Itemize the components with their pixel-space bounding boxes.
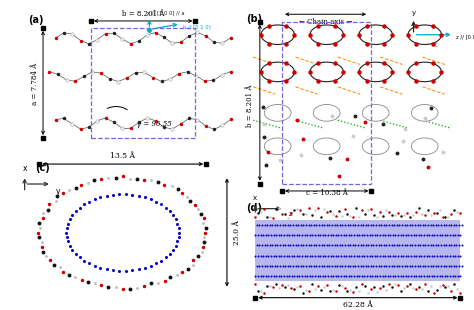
Text: (b): (b) xyxy=(246,14,263,24)
Text: x: x xyxy=(253,196,257,202)
Text: c: c xyxy=(434,42,438,48)
Text: 13.5 Å: 13.5 Å xyxy=(110,152,135,160)
Ellipse shape xyxy=(313,138,340,155)
Text: γ = 96,55: γ = 96,55 xyxy=(137,120,172,128)
Text: b = 8.201 Å: b = 8.201 Å xyxy=(122,10,164,18)
Text: (a): (a) xyxy=(28,15,44,25)
Text: x: x xyxy=(23,164,27,173)
Text: b = 8.201 Å: b = 8.201 Å xyxy=(246,84,255,127)
Ellipse shape xyxy=(359,25,392,45)
Text: z: z xyxy=(289,211,292,217)
Text: b // [0 1 0]: b // [0 1 0] xyxy=(183,24,210,29)
Text: 62.28 Å: 62.28 Å xyxy=(343,301,373,309)
Ellipse shape xyxy=(362,104,389,121)
Text: c = 10.38 Å: c = 10.38 Å xyxy=(306,188,347,197)
Ellipse shape xyxy=(264,104,291,121)
Text: (d): (d) xyxy=(246,202,263,213)
Text: a = 7.784 Å: a = 7.784 Å xyxy=(30,63,38,105)
Text: x // [1 0 0] // a: x // [1 0 0] // a xyxy=(147,10,185,15)
Text: z // [0 0 1] // c: z // [0 0 1] // c xyxy=(456,34,474,39)
Bar xyxy=(255,220,460,281)
Ellipse shape xyxy=(411,138,438,155)
Ellipse shape xyxy=(408,25,441,45)
Ellipse shape xyxy=(313,104,340,121)
Ellipse shape xyxy=(310,62,343,82)
Text: ← Chain axis →: ← Chain axis → xyxy=(299,18,352,26)
Ellipse shape xyxy=(408,62,441,82)
Text: (c): (c) xyxy=(35,163,50,173)
Ellipse shape xyxy=(359,62,392,82)
Bar xyxy=(282,22,371,184)
Ellipse shape xyxy=(362,138,389,155)
Text: 25.0 Å: 25.0 Å xyxy=(233,220,241,245)
Ellipse shape xyxy=(411,104,438,121)
Text: y: y xyxy=(411,10,416,16)
Text: y: y xyxy=(56,187,60,196)
Ellipse shape xyxy=(264,138,291,155)
Bar xyxy=(91,28,195,138)
Ellipse shape xyxy=(261,62,294,82)
Ellipse shape xyxy=(261,25,294,45)
Ellipse shape xyxy=(310,25,343,45)
